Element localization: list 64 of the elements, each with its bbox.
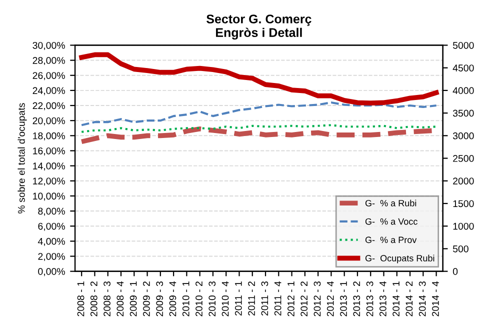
y-tick-label: 22,00% (32, 102, 65, 110)
y2-tick-label: 4000 (452, 87, 474, 94)
x-tick-label: 2014 - 1 (392, 282, 400, 316)
x-tick-label: 2011 - 1 (234, 282, 242, 316)
y-tick-label: 16,00% (33, 147, 65, 156)
y2-tick-label: 0 (452, 268, 458, 275)
y-tick-label: 6,00% (38, 222, 65, 231)
line-series (79, 52, 439, 106)
line-series (80, 101, 438, 126)
x-tick-label: 2012 - 3 (314, 281, 321, 316)
chart-title: Sector G. Comerç Engròs i Detall (206, 14, 312, 40)
x-tick-label: 2014 - 3 (418, 281, 426, 316)
y-tick-label: 12,00% (33, 178, 65, 186)
x-tick-label: 2010 - 1 (182, 282, 190, 316)
x-tick-label: 2008 - 1 (77, 282, 84, 316)
x-tick-label: 2008 - 4 (116, 281, 124, 316)
y-tick-label: 24,00% (32, 87, 65, 96)
x-tick-label: 2010 - 4 (222, 281, 229, 316)
x-tick-label: 2012 - 4 (326, 281, 334, 316)
x-tick-label: 2014 - 4 (432, 281, 439, 316)
y-axis-title: % sobre el total d'ocupats (18, 103, 27, 214)
x-tick-label: 2011 - 3 (261, 281, 268, 316)
y2-tick-label: 2000 (453, 178, 474, 184)
y2-tick-label: 5000 (452, 42, 474, 49)
x-tick-label: 2011 - 2 (248, 282, 255, 316)
x-tick-label: 2013 - 3 (366, 281, 374, 316)
x-tick-label: 2009 - 3 (156, 281, 164, 316)
y2-tick-label: 1000 (453, 222, 474, 230)
legend-label: G- % a Rubi (365, 200, 416, 206)
x-tick-label: 2009 - 4 (169, 281, 176, 316)
y-tick-label: 2,00% (38, 252, 65, 262)
y2-tick-label: 500 (452, 245, 468, 252)
y-tick-label: 30,00% (32, 42, 65, 50)
x-tick-label: 2009 - 1 (130, 282, 137, 316)
x-tick-label: 2014 - 2 (406, 282, 413, 316)
x-tick-label: 2008 - 3 (104, 281, 110, 316)
x-tick-label: 2008 - 2 (90, 282, 98, 316)
y2-tick-label: 3000 (452, 132, 474, 140)
x-tick-label: 2010 - 3 (208, 281, 216, 316)
y-tick-label: 28,00% (32, 57, 65, 66)
y-tick-label: 0,00% (38, 268, 65, 276)
y2-tick-label: 2500 (453, 155, 474, 162)
y-tick-label: 26,00% (32, 72, 65, 80)
legend-label: G- Ocupats Rubi (365, 254, 434, 264)
y-tick-label: 10,00% (33, 192, 65, 201)
x-tick-label: 2012 - 2 (300, 282, 308, 316)
y-tick-label: 8,00% (38, 208, 65, 216)
x-tick-label: 2011 - 4 (274, 281, 282, 316)
x-tick-label: 2013 - 4 (379, 281, 386, 316)
y2-tick-label: 3500 (452, 110, 474, 117)
line-series (80, 124, 438, 133)
x-tick-label: 2013 - 1 (340, 282, 347, 316)
x-tick-label: 2009 - 2 (143, 282, 150, 316)
legend-label: G- % a Vocc (365, 218, 418, 225)
legend-label: G- % a Prov (365, 236, 417, 244)
y-tick-label: 18,00% (33, 132, 65, 140)
x-tick-label: 2010 - 2 (196, 282, 202, 316)
y2-tick-label: 1500 (453, 200, 474, 208)
y-tick-label: 20,00% (32, 117, 65, 126)
x-tick-label: 2013 - 2 (353, 282, 360, 316)
y-tick-label: 4,00% (38, 238, 65, 246)
y-tick-label: 14,00% (33, 162, 65, 171)
x-tick-label: 2012 - 1 (288, 282, 294, 316)
y2-tick-label: 4500 (452, 64, 474, 72)
